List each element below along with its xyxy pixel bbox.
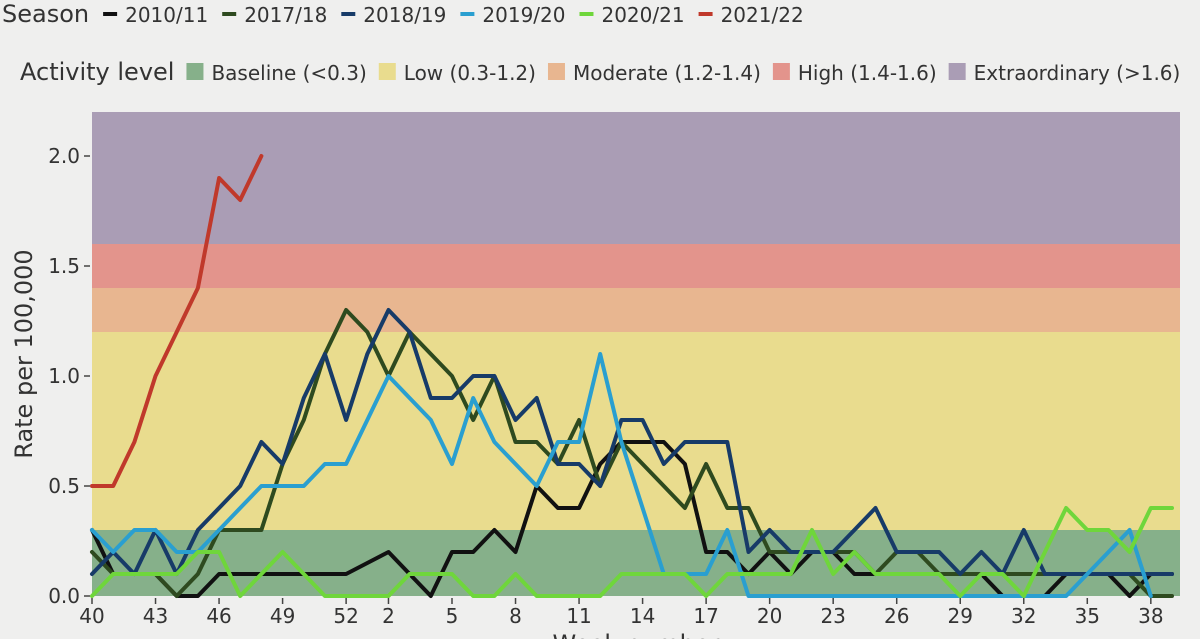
x-tick-label: 43 <box>143 604 168 628</box>
legend-swatch <box>186 63 204 80</box>
legend-label: 2020/21 <box>601 3 684 27</box>
x-tick-label: 32 <box>1011 604 1036 628</box>
x-tick-label: 35 <box>1075 604 1100 628</box>
x-tick-label: 46 <box>206 604 231 628</box>
x-tick-label: 14 <box>630 604 655 628</box>
legend-label: 2018/19 <box>363 3 446 27</box>
y-tick-label: 0.0 <box>48 584 80 608</box>
x-tick-label: 40 <box>79 604 104 628</box>
x-tick-label: 29 <box>948 604 973 628</box>
legend-label: 2010/11 <box>125 3 208 27</box>
series-line <box>90 154 264 488</box>
legend-label: Low (0.3-1.2) <box>404 61 536 85</box>
legend-swatch <box>378 63 396 80</box>
legend-label: Moderate (1.2-1.4) <box>573 61 761 85</box>
x-tick-label: 8 <box>509 604 522 628</box>
y-axis-title: Rate per 100,000 <box>10 249 38 458</box>
legend-title: Season <box>2 0 89 28</box>
x-tick-label: 38 <box>1138 604 1163 628</box>
legend-label: 2021/22 <box>721 3 804 27</box>
y-tick-label: 1.0 <box>48 364 80 388</box>
x-axis-title: Week number <box>552 630 719 639</box>
series-line <box>90 352 1153 598</box>
x-tick-label: 2 <box>382 604 395 628</box>
x-tick-label: 17 <box>693 604 718 628</box>
activity-band <box>92 112 1180 244</box>
series-line <box>90 506 1174 598</box>
legend-label: Baseline (<0.3) <box>211 61 366 85</box>
series-line <box>90 440 1174 598</box>
x-tick-label: 11 <box>566 604 591 628</box>
legend-label: Extraordinary (>1.6) <box>974 61 1181 85</box>
activity-band <box>92 288 1180 332</box>
activity-band <box>92 332 1180 530</box>
legend-label: High (1.4-1.6) <box>798 61 937 85</box>
x-tick-label: 23 <box>820 604 845 628</box>
x-tick-label: 20 <box>757 604 782 628</box>
x-tick-label: 49 <box>270 604 295 628</box>
x-tick-label: 5 <box>446 604 459 628</box>
legend-label: 2019/20 <box>482 3 565 27</box>
legend-swatch <box>948 63 966 80</box>
x-tick-label: 52 <box>333 604 358 628</box>
activity-band <box>92 244 1180 288</box>
legend-swatch <box>547 63 565 80</box>
legend-title: Activity level <box>20 58 174 86</box>
y-tick-label: 1.5 <box>48 254 80 278</box>
series-line <box>90 308 1174 576</box>
x-tick-label: 26 <box>884 604 909 628</box>
legend-label: 2017/18 <box>244 3 327 27</box>
y-tick-label: 2.0 <box>48 144 80 168</box>
y-tick-label: 0.5 <box>48 474 80 498</box>
legend-swatch <box>772 63 790 80</box>
